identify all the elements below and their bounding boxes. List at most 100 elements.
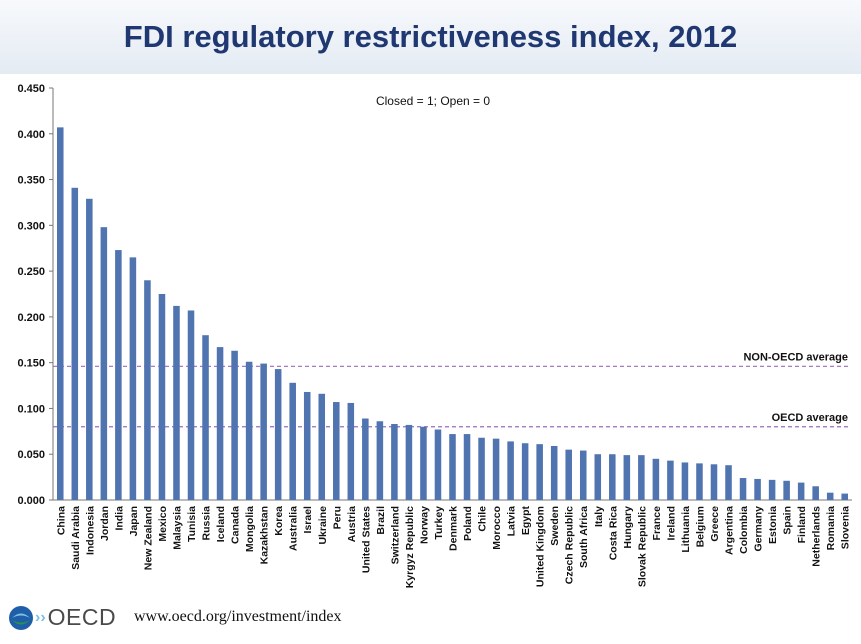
x-tick-label: Canada <box>230 506 242 544</box>
bar <box>71 187 79 500</box>
x-tick-label: Israel <box>302 506 314 534</box>
x-tick-label: Kazakhstan <box>259 506 271 564</box>
bar <box>594 454 602 500</box>
bar <box>144 280 151 500</box>
bars <box>56 127 849 501</box>
bar <box>289 382 296 500</box>
x-tick-label: India <box>113 506 125 531</box>
x-tick-label: Tunisia <box>186 506 198 542</box>
x-tick-label: Peru <box>331 506 343 529</box>
x-tick-label: United Kingdom <box>535 506 547 587</box>
x-tick-label: Egypt <box>520 506 532 536</box>
x-tick-label: Netherlands <box>811 506 823 567</box>
bar <box>550 445 558 500</box>
x-tick-label: Korea <box>273 506 285 536</box>
oecd-logo[interactable]: ›› OECD <box>8 604 116 631</box>
x-tick-label: Switzerland <box>389 506 401 564</box>
bar <box>492 438 500 500</box>
x-tick-label: Ireland <box>665 506 677 540</box>
bar <box>376 421 384 500</box>
x-tick-label: Ukraine <box>317 506 329 545</box>
x-tick-label: Malaysia <box>171 506 183 550</box>
bar <box>86 198 93 500</box>
bar <box>812 486 819 500</box>
bar <box>638 455 645 500</box>
bar <box>260 363 267 500</box>
y-axis: 0.000 0.050 0.100 0.150 0.200 0.250 0.300 0.350… <box>17 83 852 507</box>
bar-chart: 0.000 0.050 0.100 0.150 0.200 0.250 0.300 0.350… <box>17 83 852 588</box>
title-band: FDI regulatory restrictiveness index, 20… <box>0 0 861 74</box>
bar <box>841 493 849 500</box>
x-tick-label: Chile <box>477 506 489 532</box>
bar <box>754 478 761 500</box>
y-tick-label: 0.400 <box>17 129 45 141</box>
x-tick-label: Latvia <box>506 506 518 537</box>
x-tick-label: Saudi Arabia <box>70 506 82 570</box>
x-tick-label: Turkey <box>433 506 445 540</box>
x-tick-label: France <box>651 506 663 541</box>
bar <box>391 424 398 500</box>
bar <box>478 437 485 500</box>
footer: ›› OECD www.oecd.org/investment/index <box>0 598 861 644</box>
bar <box>507 441 514 500</box>
logo-text: OECD <box>47 604 117 630</box>
bar <box>521 443 529 500</box>
bar <box>318 393 326 500</box>
x-tick-label: Finland <box>796 506 808 543</box>
reference-line-label: OECD average <box>772 412 848 424</box>
x-tick-label: Japan <box>128 506 140 536</box>
x-tick-label: Jordan <box>99 506 111 541</box>
bar <box>347 402 355 500</box>
bar <box>129 257 137 500</box>
bar <box>609 454 616 500</box>
y-tick-label: 0.350 <box>17 175 45 187</box>
reference-line-label: NON-OECD average <box>743 351 848 363</box>
bar <box>115 250 122 500</box>
y-tick-label: 0.450 <box>17 83 45 95</box>
y-tick-label: 0.300 <box>17 220 45 232</box>
bar <box>652 458 660 500</box>
x-tick-label: Indonesia <box>84 506 96 555</box>
x-tick-label: Denmark <box>448 506 460 551</box>
x-tick-label: Colombia <box>738 506 750 554</box>
x-tick-label: South Africa <box>578 506 590 568</box>
y-tick-label: 0.250 <box>17 266 45 278</box>
x-tick-label: New Zealand <box>142 506 154 570</box>
bar <box>216 347 224 500</box>
bar <box>710 464 718 500</box>
x-tick-label: Estonia <box>767 506 779 544</box>
bar <box>739 478 747 500</box>
bar <box>783 480 790 500</box>
y-tick-label: 0.200 <box>17 312 45 324</box>
x-tick-label: Iceland <box>215 506 227 542</box>
x-tick-label: Norway <box>418 506 430 544</box>
bar <box>274 369 282 500</box>
bar <box>826 492 834 500</box>
x-tick-label: Germany <box>753 506 765 552</box>
bar <box>303 391 311 500</box>
y-tick-label: 0.100 <box>17 403 45 415</box>
x-tick-label: Mexico <box>157 506 169 542</box>
bar <box>158 294 166 500</box>
bar <box>100 227 108 501</box>
bar <box>797 482 805 500</box>
chart-annotation: Closed = 1; Open = 0 <box>376 94 490 108</box>
oecd-logo-icon <box>9 605 33 630</box>
bar <box>623 455 631 500</box>
y-tick-label: 0.150 <box>17 358 45 370</box>
bar <box>696 463 703 500</box>
bar <box>579 450 587 500</box>
bar <box>187 310 195 500</box>
x-tick-label: Kyrgyz Republic <box>404 506 416 588</box>
footer-url[interactable]: www.oecd.org/investment/index <box>134 608 342 625</box>
bar <box>362 418 369 500</box>
reference-lines: NON-OECD average OECD average <box>53 351 850 428</box>
x-tick-label: Spain <box>782 506 794 535</box>
chart-title: FDI regulatory restrictiveness index, 20… <box>123 19 738 54</box>
bar <box>245 361 253 500</box>
x-tick-label: Costa Rica <box>607 506 619 560</box>
x-tick-label: Czech Republic <box>564 506 576 584</box>
bar <box>681 462 689 500</box>
bar <box>56 127 64 500</box>
x-tick-label: Belgium <box>694 506 706 547</box>
